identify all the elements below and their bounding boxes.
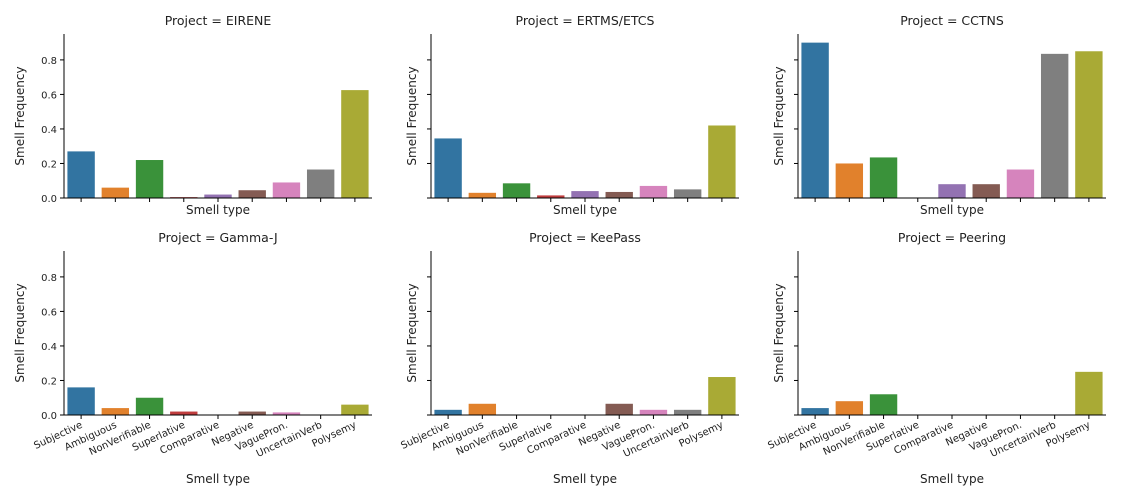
bar-uncertainverb [673, 409, 702, 415]
y-tick-label: 0.4 [41, 125, 57, 136]
bar-ambiguous [468, 192, 497, 198]
y-axis-label: Smell Frequency [405, 283, 419, 382]
bar-nonverifiable [869, 157, 898, 198]
bar-subjective [434, 138, 462, 198]
y-axis-label: Smell Frequency [13, 66, 27, 165]
bar-negative [605, 191, 633, 198]
bar-comparative [204, 194, 232, 198]
bar-ambiguous [101, 187, 130, 198]
bar-ambiguous [835, 401, 864, 415]
y-tick-label: 0.2 [41, 159, 57, 170]
bar-nonverifiable [135, 160, 164, 198]
x-axis-label: Smell type [553, 203, 617, 217]
y-axis-label: Smell Frequency [13, 283, 27, 382]
bar-superlative [537, 195, 565, 198]
facet-title: Project = ERTMS/ETCS [516, 13, 655, 28]
y-tick-label: 0.6 [41, 307, 57, 318]
bar-negative [238, 411, 266, 415]
bar-negative [972, 184, 1000, 198]
bar-ambiguous [468, 403, 497, 415]
bar-vaguepron- [272, 182, 301, 198]
bar-uncertainverb [306, 169, 335, 198]
x-axis-label: Smell type [920, 203, 984, 217]
facet-panel-eirene: Project = EIRENE 0.0 0.2 0.4 0.6 0.8 Smell typ… [13, 13, 372, 217]
bar-nonverifiable [502, 183, 531, 198]
bar-polysemy [1075, 51, 1103, 199]
y-tick-label: 0.0 [41, 194, 57, 205]
bar-negative [238, 190, 266, 198]
y-tick-label: 0.6 [41, 90, 57, 101]
facet-title: Project = KeePass [529, 230, 641, 245]
bar-uncertainverb [1040, 53, 1069, 198]
y-tick-label: 0.8 [41, 273, 57, 284]
y-tick-label: 0.0 [41, 411, 57, 422]
facet-panel-gamma-j: Project = Gamma-J0.00.20.40.60.8Subjecti… [13, 230, 372, 486]
facet-panel-cctns: Project = CCTNS Smell type Smell Frequency [772, 13, 1106, 217]
bar-polysemy [708, 377, 736, 415]
facet-panel-peering: Project = PeeringSubjectiveAmbiguousNonV… [766, 230, 1106, 486]
bar-vaguepron- [272, 412, 301, 415]
bar-subjective [67, 151, 95, 198]
bar-polysemy [341, 404, 369, 415]
bar-superlative [170, 411, 198, 415]
facet-title: Project = Gamma-J [158, 230, 277, 245]
bar-ambiguous [101, 408, 130, 415]
bar-nonverifiable [869, 394, 898, 415]
bar-vaguepron- [639, 185, 668, 198]
bar-uncertainverb [673, 189, 702, 198]
facet-title: Project = CCTNS [900, 13, 1004, 28]
bar-subjective [67, 387, 95, 415]
x-axis-label: Smell type [186, 203, 250, 217]
x-axis-label: Smell type [553, 472, 617, 486]
facet-title: Project = EIRENE [165, 13, 272, 28]
bar-polysemy [341, 90, 369, 198]
bar-polysemy [708, 125, 736, 198]
bar-negative [605, 403, 633, 415]
y-tick-label: 0.2 [41, 376, 57, 387]
bar-subjective [434, 409, 462, 415]
y-axis-label: Smell Frequency [405, 66, 419, 165]
bar-vaguepron- [1006, 169, 1035, 198]
facet-title: Project = Peering [898, 230, 1006, 245]
bar-subjective [801, 408, 829, 415]
bar-polysemy [1075, 371, 1103, 415]
x-axis-label: Smell type [920, 472, 984, 486]
bar-nonverifiable [135, 397, 164, 415]
bar-subjective [801, 42, 829, 198]
y-tick-label: 0.8 [41, 56, 57, 67]
y-axis-label: Smell Frequency [772, 283, 786, 382]
y-tick-label: 0.4 [41, 342, 57, 353]
bar-comparative [938, 184, 966, 198]
bar-ambiguous [835, 163, 864, 198]
facet-panel-ertms-etcs: Project = ERTMS/ETCS Smell type Smell Freq… [405, 13, 739, 217]
y-axis-label: Smell Frequency [772, 66, 786, 165]
bar-comparative [571, 191, 599, 198]
bar-vaguepron- [639, 409, 668, 415]
x-axis-label: Smell type [186, 472, 250, 486]
facet-panel-keepass: Project = KeePassSubjectiveAmbiguousNonV… [399, 230, 739, 486]
